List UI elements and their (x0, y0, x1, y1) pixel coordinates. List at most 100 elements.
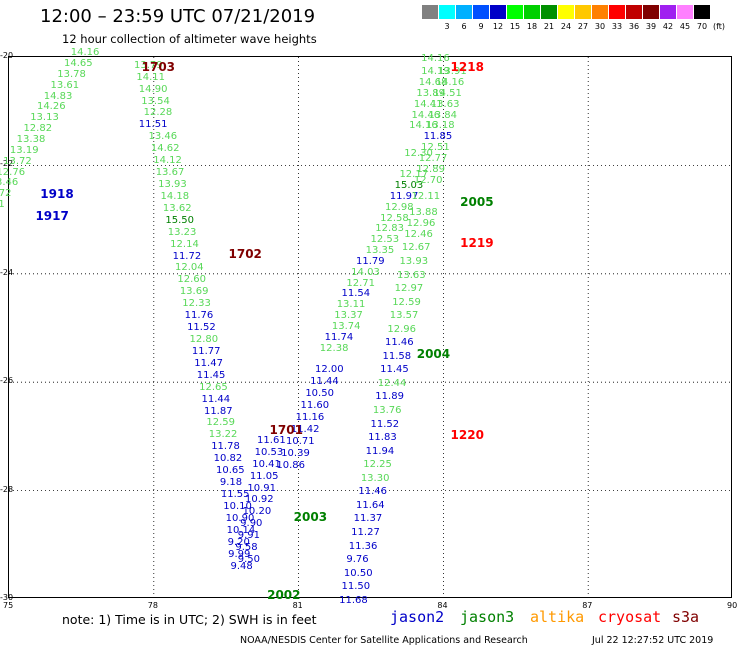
wave-height-label: 12.97 (394, 283, 424, 295)
wave-height-label: 15.03 (394, 180, 424, 192)
wave-height-label: 11.60 (300, 400, 330, 412)
pass-number-label: 1917 (35, 208, 69, 223)
y-tick-label: -30 (0, 593, 14, 602)
y-tick-label: -22 (0, 159, 14, 169)
wave-height-label: 13.46 (0, 177, 19, 189)
legend-swatch-label: 21 (543, 22, 555, 31)
legend-swatch (473, 5, 489, 19)
wave-height-label: 13.61 (50, 79, 80, 91)
wave-height-label: 12.51 (421, 142, 450, 154)
legend-swatch (524, 5, 540, 19)
y-tick-label: -24 (0, 267, 14, 277)
wave-height-label: 13.22 (208, 429, 238, 441)
map-plot-area (8, 56, 733, 599)
wave-height-label: 10.71 (286, 435, 315, 447)
x-tick-label: 81 (292, 601, 303, 610)
wave-height-label: 10.39 (281, 447, 310, 459)
pass-number-label: 1219 (460, 235, 494, 250)
wave-height-label: 13.84 (428, 109, 458, 121)
pass-number-label: 2005 (460, 195, 494, 210)
legend-swatch (507, 5, 523, 19)
wave-height-label: 10.53 (254, 446, 284, 458)
wave-height-label: 13.89 (416, 87, 445, 99)
wave-height-label: 12.98 (384, 201, 414, 213)
legend-swatch (439, 5, 455, 19)
wave-height-label: 11.68 (339, 594, 368, 606)
wave-height-label: 9.50 (237, 554, 260, 566)
pass-number-label: 1702 (228, 246, 262, 261)
legend-swatch (541, 5, 557, 19)
wave-height-label: 12.46 (404, 228, 433, 240)
wave-height-label: 11.78 (211, 441, 240, 453)
wave-height-label: 13.88 (409, 207, 438, 219)
legend-swatch (609, 5, 625, 19)
legend-swatch (558, 5, 574, 19)
legend-swatch-label: 27 (577, 22, 589, 31)
wave-height-label: 13.46 (148, 131, 178, 143)
wave-height-label: 11.94 (365, 445, 395, 457)
wave-height-label: 13.54 (141, 95, 170, 107)
wave-height-label: 14.41 (413, 98, 443, 110)
wave-height-label: 12.76 (0, 166, 26, 178)
wave-height-label: 11.58 (382, 350, 412, 362)
wave-height-label: 11.52 (370, 418, 400, 430)
legend-swatch-label: 42 (662, 22, 674, 31)
wave-height-label: 14.81 (0, 199, 5, 211)
wave-height-label: 12.59 (206, 417, 235, 429)
wave-height-label: 12.38 (319, 342, 349, 354)
legend-swatch-label: 15 (509, 22, 521, 31)
page-subtitle: 12 hour collection of altimeter wave hei… (62, 32, 317, 46)
x-tick-label: 78 (147, 601, 158, 610)
wave-height-label: 14.16 (435, 77, 465, 89)
wave-height-label: 11.47 (194, 357, 223, 369)
wave-height-label: 14.90 (138, 83, 168, 95)
legend-swatch (422, 5, 438, 19)
y-tick-label: -20 (0, 51, 14, 60)
wave-height-label: 13.72 (0, 188, 12, 200)
wave-height-label: 11.45 (380, 364, 409, 376)
wave-height-label: 14.62 (150, 143, 180, 155)
wave-height-label: 10.86 (276, 459, 305, 471)
wave-height-label: 14.16 (421, 52, 450, 64)
wave-height-label: 9.58 (235, 542, 258, 554)
legend-swatch (643, 5, 659, 19)
wave-height-label: 11.83 (368, 432, 397, 444)
wave-height-label: 11.55 (220, 489, 250, 501)
legend-swatch-label: 36 (628, 22, 640, 31)
wave-height-label: 9.99 (228, 548, 251, 560)
satellite-name-jason3: jason3 (460, 608, 515, 626)
map-svg (9, 57, 733, 599)
wave-height-label: 13.18 (425, 120, 455, 132)
x-tick-label: 75 (3, 601, 14, 610)
wave-height-label: 11.44 (310, 376, 339, 388)
legend-swatch-label: 30 (594, 22, 606, 31)
wave-height-label: 13.38 (16, 134, 46, 145)
legend-swatch (660, 5, 676, 19)
wave-height-label: 11.89 (375, 391, 404, 403)
wave-height-label: 9.48 (230, 560, 253, 572)
legend-swatch (626, 5, 642, 19)
wave-height-label: 12.96 (387, 323, 416, 335)
wave-height-label: 11.72 (172, 250, 202, 262)
footer-timestamp: Jul 22 12:27:52 UTC 2019 (592, 635, 714, 646)
pass-number-label: 1918 (40, 187, 74, 202)
wave-height-label: 12.82 (23, 123, 53, 135)
wave-height-label: 10.50 (343, 567, 373, 579)
pass-number-label: 2003 (293, 509, 328, 524)
x-tick-label: 90 (727, 601, 738, 610)
wave-height-label: 9.18 (219, 477, 243, 489)
pass-number-label: 1218 (450, 59, 484, 74)
satellite-name-altika: altika (530, 608, 585, 626)
wave-height-label: 13.35 (365, 245, 395, 257)
wave-height-label: 13.93 (158, 178, 187, 190)
satellite-name-cryosat: cryosat (598, 608, 662, 626)
legend-swatch (456, 5, 472, 19)
wave-height-label: 15.50 (165, 214, 194, 226)
legend-swatch-label: 6 (461, 22, 467, 31)
legend-swatch (677, 5, 693, 19)
wave-height-label: 14.12 (153, 155, 182, 167)
wave-height-label: 10.92 (244, 494, 274, 506)
wave-height-label: 13.23 (167, 226, 197, 238)
wave-height-label: 12.25 (363, 459, 392, 471)
wave-height-label: 14.18 (160, 190, 190, 202)
